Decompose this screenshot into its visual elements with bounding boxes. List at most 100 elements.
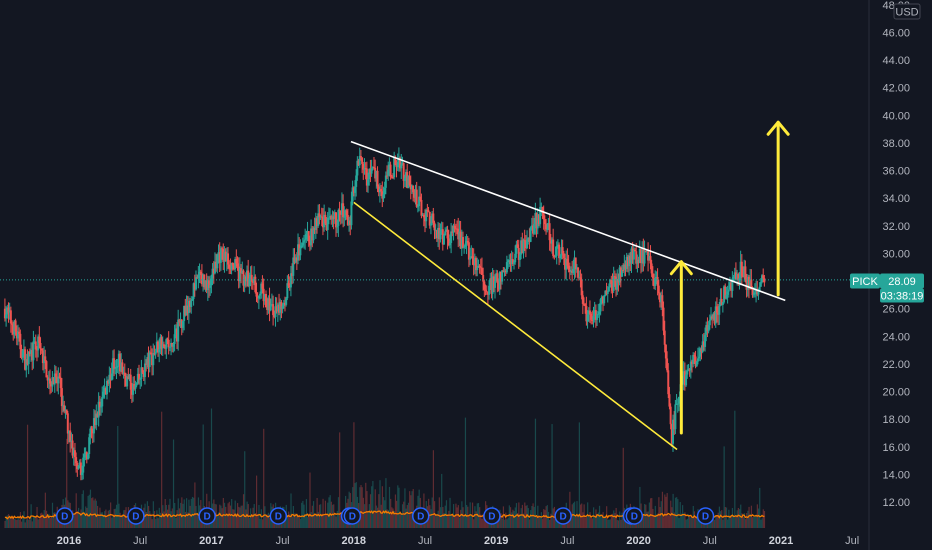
arrow-up-large-head[interactable] [766,120,790,136]
candle-body [244,276,247,282]
dividend-marker[interactable]: D [269,507,288,525]
volume-bar [519,514,521,528]
symbol-price-badge[interactable]: PICK 28.09 03:38:19 [850,273,924,303]
volume-bar [717,512,719,528]
candle-body [569,270,572,272]
trendlines-layer[interactable] [350,140,786,451]
candle-body [575,267,578,270]
candle-body [450,231,453,243]
volume-bar [105,509,107,528]
volume-bar [746,512,748,528]
volume-bar [727,519,729,528]
volume-bar [521,504,524,528]
candle-body [453,225,456,229]
volume-bar [158,507,160,528]
candle-body [88,437,91,455]
dividend-marker[interactable]: D [127,507,145,525]
volume-bar [617,520,620,528]
volume-bar [659,507,661,528]
candle-body [339,210,342,215]
dividend-marker[interactable]: D [625,507,644,525]
candle-body [429,223,432,226]
arrow-up-small-head[interactable] [669,260,693,276]
volume-bar [695,516,697,528]
candle-body [619,267,622,277]
candle-body [285,298,288,305]
volume-bar [733,515,735,528]
volume-bar [73,514,75,528]
y-tick-label: 20.00 [882,387,910,399]
candle-body [642,248,645,264]
time-axis[interactable]: 2016 Jul 2017 Jul 2018 Jul 2019 Jul 2020 Jul 2021 J… [57,535,859,547]
volume-bar [6,515,8,528]
currency-badge[interactable]: USD [893,3,921,20]
candle-body [574,257,577,270]
candle-body [667,370,670,395]
candle-body [573,257,576,269]
candle-body [160,337,163,349]
volume-bar [385,478,387,528]
candle-body [66,413,69,434]
candle-body [24,349,27,370]
volume-bar [723,446,725,528]
candle-body [78,462,81,466]
volume-bar [126,518,128,528]
volume-bar [657,513,659,528]
dividend-marker[interactable]: D [554,507,572,525]
dividend-marker[interactable]: D [198,507,216,525]
candle-body [610,279,613,285]
candle-body [540,206,543,208]
volume-bar [177,498,179,528]
volume-bar [26,424,29,528]
candle-body [161,344,164,349]
volume-bar [164,499,166,528]
candle-body [338,210,341,212]
dividend-marker[interactable]: D [696,507,715,525]
candle-body [632,249,635,260]
volume-bar [289,514,291,528]
arrows-layer[interactable] [669,120,790,435]
candle-body [272,304,275,316]
candle-body [636,259,639,264]
dividend-marker[interactable]: D [483,507,501,525]
dividend-markers[interactable]: DDDDDDDDDDDD [55,507,715,525]
candle-body [591,319,594,321]
trendline-lower-support[interactable] [353,201,678,451]
candle-body [648,256,651,261]
candle-body [511,259,514,264]
trendline-upper-resistance[interactable] [350,140,786,302]
candle-body [196,277,199,279]
volume-bar [690,517,692,528]
candle-body [471,256,474,259]
currency-label: USD [895,7,918,19]
candle-body [102,391,105,397]
candle-body [618,267,621,283]
candle-body [451,231,454,233]
volume-bar [305,499,308,528]
candle-body [466,241,469,243]
candle-body [343,216,346,218]
candle-body [567,265,570,270]
dividend-marker[interactable]: D [343,507,362,525]
dividend-marker[interactable]: D [411,507,430,525]
volume-bar [590,517,592,528]
dividend-marker[interactable]: D [55,507,74,525]
candle-body [552,239,555,256]
candle-body [529,227,532,242]
candle-body [52,377,55,385]
candle-body [248,278,251,287]
volume-bar [556,517,558,528]
candle-body [707,325,710,332]
volume-bar [157,518,159,528]
y-tick-label: 42.00 [882,83,910,95]
volume-bar [410,495,412,528]
symbol-badge-box [850,273,880,289]
candle-body [472,258,475,266]
candle-body [96,413,99,418]
volume-bar [96,505,99,528]
candle-body [755,290,758,293]
volume-bar [221,508,223,528]
volume-bar [411,491,413,528]
volume-bar [730,515,732,528]
